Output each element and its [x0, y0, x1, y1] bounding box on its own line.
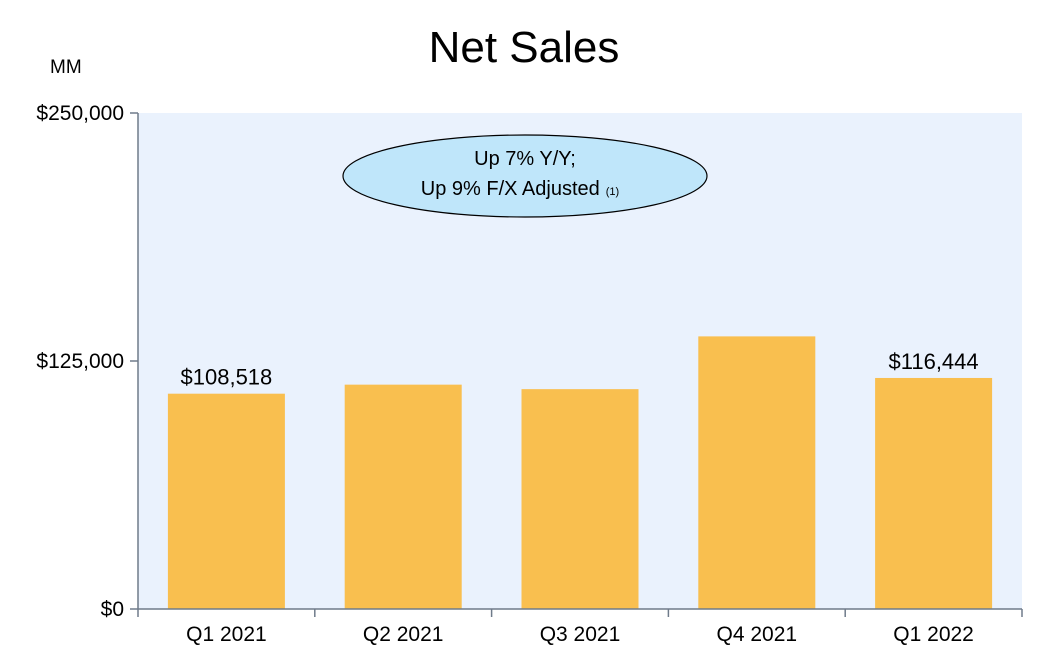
chart-title: Net Sales [429, 23, 620, 72]
bar [344, 384, 462, 609]
y-tick-label: $0 [101, 598, 124, 621]
data-label: $116,444 [889, 349, 979, 374]
callout-line-1: Up 7% Y/Y; [474, 148, 576, 170]
x-tick-label: Q1 2021 [186, 623, 267, 646]
bar [521, 389, 639, 609]
y-axis-ticks: $0 $125,000 $250,000 [36, 102, 138, 621]
data-label: $108,518 [181, 365, 273, 390]
growth-callout: Up 7% Y/Y; Up 9% F/X Adjusted (1) [342, 134, 708, 218]
callout-ellipse [342, 134, 708, 218]
x-tick-label: Q2 2021 [363, 623, 444, 646]
y-tick-label: $250,000 [36, 102, 124, 125]
callout-line-2: Up 9% F/X Adjusted (1) [421, 178, 619, 200]
x-tick-label: Q3 2021 [540, 623, 621, 646]
y-tick-label: $125,000 [36, 350, 124, 373]
x-axis-ticks: Q1 2021 Q2 2021 Q3 2021 Q4 2021 Q1 2022 [137, 609, 1023, 646]
unit-label: MM [50, 57, 82, 78]
callout-footnote: (1) [606, 186, 619, 198]
bar [875, 377, 993, 609]
data-labels: $108,518 $116,444 [181, 349, 979, 390]
callout-line-2-text: Up 9% F/X Adjusted [421, 178, 600, 200]
x-tick-label: Q1 2022 [893, 623, 974, 646]
bars [167, 336, 993, 609]
bar [167, 393, 285, 609]
x-tick-label: Q4 2021 [717, 623, 798, 646]
bar [698, 336, 816, 609]
